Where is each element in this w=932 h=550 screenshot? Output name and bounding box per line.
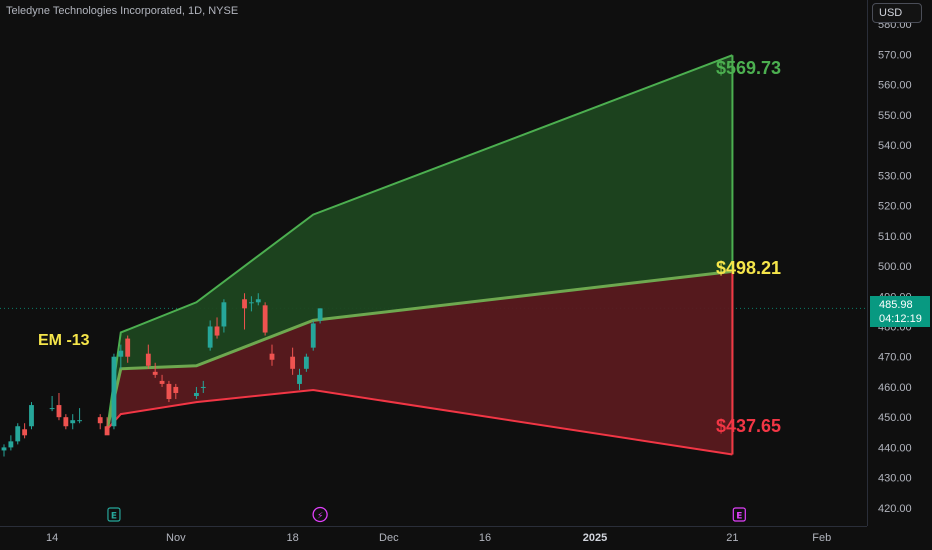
candle-body [242, 299, 247, 309]
expected-move-bands [105, 54, 734, 456]
y-tick-label: 510.00 [878, 231, 912, 243]
candle-body [1, 447, 7, 451]
candle-body [63, 417, 69, 427]
lower-band-fill [107, 271, 733, 455]
y-tick-label: 500.00 [878, 261, 912, 273]
x-tick-label: 14 [46, 532, 58, 544]
candle-body [214, 326, 220, 336]
candle-body [255, 299, 261, 303]
candle-body [118, 350, 124, 357]
candle-body [221, 302, 227, 327]
candle-body [303, 356, 309, 369]
candle-body [194, 392, 199, 397]
upper-band-fill [107, 55, 733, 430]
em-label: EM -13 [38, 332, 90, 349]
y-tick-label: 570.00 [878, 49, 912, 61]
candle-body [97, 417, 103, 424]
candle-body [8, 441, 14, 448]
y-tick-label: 430.00 [878, 473, 912, 485]
y-tick-label: 560.00 [878, 80, 912, 92]
candle-body [310, 323, 316, 348]
candle-body [269, 353, 275, 360]
candle-body [104, 426, 110, 436]
x-tick-label: 2025 [583, 532, 607, 544]
candle-body [29, 405, 34, 427]
y-tick-label: 460.00 [878, 382, 912, 394]
y-tick-label: 530.00 [878, 170, 912, 182]
candle-body [207, 326, 213, 348]
x-tick-label: Nov [166, 532, 186, 544]
candle-body [125, 338, 131, 357]
candle-body [248, 302, 254, 304]
candle-body [15, 426, 21, 442]
earnings-event-icon: E [107, 507, 121, 522]
lower-band-label: $437.65 [716, 416, 782, 436]
candle-body [200, 386, 206, 388]
candle-body [145, 353, 151, 366]
event-glyph: ⚡ [317, 512, 323, 522]
candle-body [22, 429, 28, 436]
y-tick-label: 420.00 [878, 503, 912, 515]
earnings-icon-frame [732, 507, 746, 522]
earnings-icon-frame [107, 507, 121, 522]
upper-band-label: $569.73 [716, 58, 782, 78]
candle-body [317, 308, 323, 321]
currency-button[interactable]: USD [872, 3, 922, 23]
y-tick-label: 540.00 [878, 140, 912, 152]
y-tick-label: 550.00 [878, 110, 912, 122]
y-tick-label: 520.00 [878, 201, 912, 213]
x-tick-label: 21 [726, 532, 738, 544]
candle-body [290, 356, 296, 369]
candle-body [166, 383, 172, 400]
mid-line-label: $498.21 [716, 258, 782, 278]
candle-body [262, 305, 268, 333]
chart-title: Teledyne Technologies Incorporated, 1D, … [6, 5, 239, 17]
candle-body [173, 386, 179, 393]
candle-body [152, 371, 158, 375]
event-markers: E ⚡ E [107, 506, 746, 523]
x-tick-label: 16 [479, 532, 491, 544]
y-tick-label: 440.00 [878, 442, 912, 454]
dividend-icon-frame [312, 506, 328, 523]
candle-body [56, 405, 62, 418]
candlestick-series [1, 293, 323, 457]
y-axis-panel [867, 0, 932, 550]
countdown-timer: 04:12:19 [879, 313, 922, 325]
last-price-value: 485.98 [879, 299, 913, 311]
candle-body [77, 420, 82, 422]
x-tick-label: 18 [286, 532, 298, 544]
candle-body [70, 420, 76, 424]
event-glyph: E [736, 512, 742, 522]
x-tick-label: Dec [379, 532, 399, 544]
candle-body [159, 380, 165, 384]
candle-body [111, 356, 117, 427]
earnings-event-icon: E [732, 507, 746, 522]
x-tick-label: Feb [812, 532, 831, 544]
last-price-tag: 485.98 04:12:19 [870, 296, 930, 327]
event-glyph: E [111, 512, 117, 522]
dividend-event-icon: ⚡ [312, 506, 328, 523]
candle-body [297, 374, 302, 384]
y-tick-label: 470.00 [878, 352, 912, 364]
y-tick-label: 450.00 [878, 412, 912, 424]
candle-body [49, 408, 55, 410]
